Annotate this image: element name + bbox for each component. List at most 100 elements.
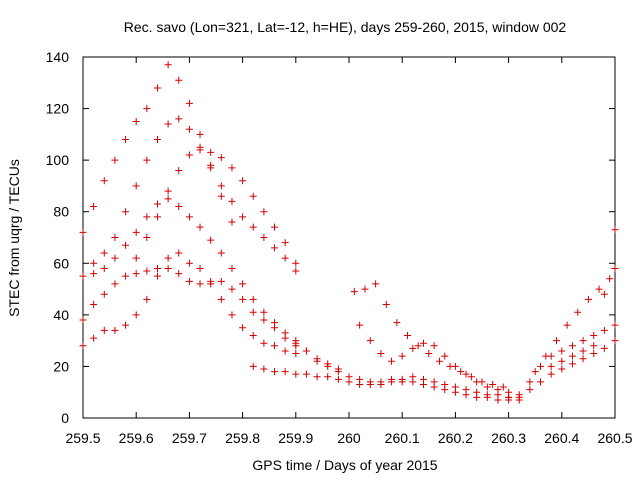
data-points	[79, 61, 619, 404]
data-point	[414, 342, 422, 350]
data-point	[228, 164, 236, 172]
y-axis-label: STEC from uqrg / TECUs	[6, 159, 22, 317]
data-point	[292, 350, 300, 358]
data-point	[111, 326, 119, 334]
data-point	[100, 290, 108, 298]
data-point	[292, 267, 300, 275]
data-point	[483, 391, 491, 399]
data-point	[239, 177, 247, 185]
data-point	[377, 378, 385, 386]
data-point	[313, 373, 321, 381]
data-point	[175, 270, 183, 278]
data-point	[281, 329, 289, 337]
data-point	[302, 347, 310, 355]
data-point	[595, 285, 603, 293]
data-point	[430, 378, 438, 386]
data-point	[526, 386, 534, 394]
data-point	[164, 187, 172, 195]
data-point	[611, 226, 619, 234]
data-point	[579, 347, 587, 355]
data-point	[122, 136, 130, 144]
data-point	[494, 386, 502, 394]
data-point	[292, 259, 300, 267]
data-point	[90, 270, 98, 278]
data-point	[100, 249, 108, 257]
data-point	[239, 213, 247, 221]
data-point	[366, 378, 374, 386]
data-point	[409, 344, 417, 352]
data-point	[260, 339, 268, 347]
data-point	[100, 326, 108, 334]
data-point	[249, 308, 257, 316]
data-point	[419, 375, 427, 383]
data-point	[281, 368, 289, 376]
data-point	[132, 254, 140, 262]
x-tick-label: 259.7	[172, 430, 207, 446]
data-point	[366, 337, 374, 345]
data-point	[260, 365, 268, 373]
data-point	[153, 136, 161, 144]
data-point	[313, 357, 321, 365]
data-point	[281, 254, 289, 262]
data-point	[558, 347, 566, 355]
data-point	[100, 264, 108, 272]
data-point	[90, 203, 98, 211]
data-point	[143, 234, 151, 241]
data-point	[132, 117, 140, 125]
data-point	[122, 241, 130, 249]
data-point	[547, 362, 555, 370]
data-point	[143, 105, 151, 113]
data-point	[196, 130, 204, 138]
data-point	[185, 277, 193, 285]
data-point	[590, 331, 598, 339]
data-point	[558, 357, 566, 365]
data-point	[281, 239, 289, 247]
data-point	[164, 195, 172, 203]
data-point	[388, 375, 396, 383]
data-point	[451, 383, 459, 391]
data-point	[153, 264, 161, 272]
data-point	[207, 164, 215, 172]
data-point	[292, 337, 300, 345]
x-tick-label: 259.6	[119, 430, 154, 446]
y-axis: 0 20 40 60 80 100 120 140	[46, 49, 615, 426]
data-point	[249, 223, 257, 231]
data-point	[398, 352, 406, 360]
data-point	[590, 350, 598, 358]
y-tick-label: 0	[61, 410, 69, 426]
data-point	[404, 331, 412, 339]
data-point	[611, 337, 619, 345]
data-point	[451, 362, 459, 370]
data-point	[111, 254, 119, 262]
data-point	[90, 301, 98, 309]
data-point	[552, 337, 560, 345]
data-point	[122, 321, 130, 329]
y-tick-label: 140	[46, 49, 70, 65]
x-tick-label: 259.5	[65, 430, 100, 446]
data-point	[143, 156, 151, 164]
data-point	[196, 146, 204, 154]
data-point	[79, 272, 87, 280]
data-point	[249, 362, 257, 370]
data-point	[196, 223, 204, 231]
data-point	[271, 368, 279, 376]
data-point	[132, 270, 140, 278]
data-point	[196, 280, 204, 288]
data-point	[185, 259, 193, 267]
data-point	[143, 267, 151, 275]
data-point	[228, 218, 236, 226]
data-point	[611, 321, 619, 329]
data-point	[537, 362, 545, 370]
x-tick-label: 260.4	[544, 430, 579, 446]
data-point	[228, 197, 236, 205]
data-point	[90, 259, 98, 267]
data-point	[164, 254, 172, 262]
data-point	[457, 368, 465, 376]
data-point	[568, 360, 576, 368]
data-point	[568, 342, 576, 350]
x-tick-label: 260.5	[597, 430, 632, 446]
data-point	[324, 373, 332, 381]
data-point	[122, 208, 130, 216]
data-point	[239, 295, 247, 303]
